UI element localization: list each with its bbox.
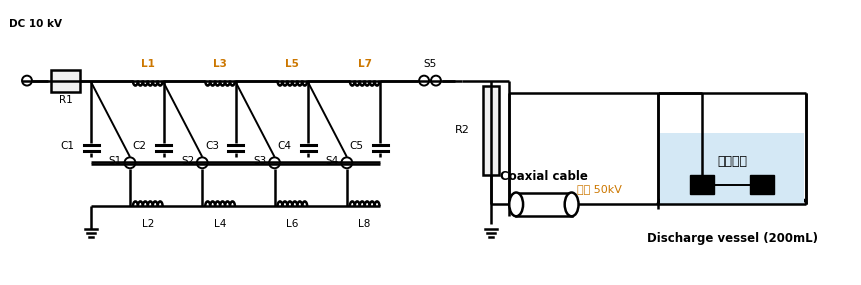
- Text: R1: R1: [59, 95, 72, 105]
- Text: 포스 50kV: 포스 50kV: [576, 184, 621, 194]
- Bar: [690, 175, 714, 194]
- Text: S4: S4: [325, 156, 338, 166]
- Text: C4: C4: [277, 141, 291, 151]
- Text: 흑연전극: 흑연전극: [716, 155, 746, 168]
- Text: S3: S3: [253, 156, 266, 166]
- Text: DC 10 kV: DC 10 kV: [9, 19, 62, 29]
- Bar: [483, 86, 499, 175]
- Ellipse shape: [564, 192, 578, 216]
- Text: C3: C3: [205, 141, 219, 151]
- Text: C5: C5: [350, 141, 363, 151]
- Text: L8: L8: [358, 219, 370, 229]
- Bar: [516, 192, 571, 216]
- Text: L2: L2: [141, 219, 154, 229]
- Text: S1: S1: [108, 156, 122, 166]
- Text: L5: L5: [285, 59, 299, 69]
- Text: L4: L4: [214, 219, 226, 229]
- Ellipse shape: [509, 192, 523, 216]
- Text: Discharge vessel (200mL): Discharge vessel (200mL): [646, 232, 816, 245]
- Text: R2: R2: [455, 125, 469, 135]
- Text: L1: L1: [140, 59, 154, 69]
- Text: L7: L7: [357, 59, 371, 69]
- Bar: [51, 70, 80, 91]
- Text: S2: S2: [181, 156, 194, 166]
- Text: Coaxial cable: Coaxial cable: [499, 170, 587, 183]
- Text: C1: C1: [60, 141, 74, 151]
- Text: S5: S5: [423, 59, 437, 69]
- Bar: [659, 133, 803, 204]
- Text: L6: L6: [286, 219, 298, 229]
- Bar: [749, 175, 772, 194]
- Text: L3: L3: [213, 59, 226, 69]
- Text: C2: C2: [133, 141, 146, 151]
